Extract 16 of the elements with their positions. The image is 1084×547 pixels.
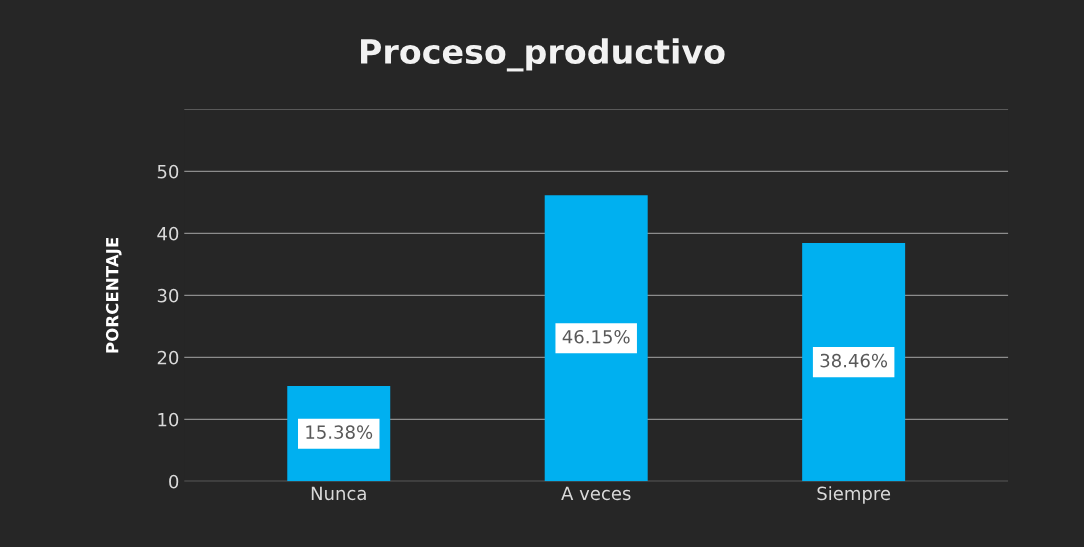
x-tick-label: Nunca bbox=[311, 486, 366, 501]
y-tick-label: 10 bbox=[158, 412, 179, 427]
data-label: 46.15% bbox=[562, 329, 630, 344]
x-tick-label: Siempre bbox=[817, 486, 891, 504]
chart-title: Proceso_productivo bbox=[361, 38, 725, 72]
data-label: 15.38% bbox=[306, 425, 373, 439]
y-axis-title: PORCENTAJE bbox=[105, 237, 122, 353]
y-tick-label: 0 bbox=[169, 474, 179, 489]
data-label: 38.46% bbox=[820, 353, 888, 368]
y-tick-label: 40 bbox=[157, 226, 179, 241]
bar bbox=[802, 242, 906, 482]
y-tick-label: 30 bbox=[157, 288, 179, 303]
bar bbox=[544, 195, 648, 482]
y-tick-label: 20 bbox=[157, 350, 179, 365]
x-tick-label: A veces bbox=[561, 486, 631, 501]
y-tick-label: 50 bbox=[157, 164, 179, 179]
